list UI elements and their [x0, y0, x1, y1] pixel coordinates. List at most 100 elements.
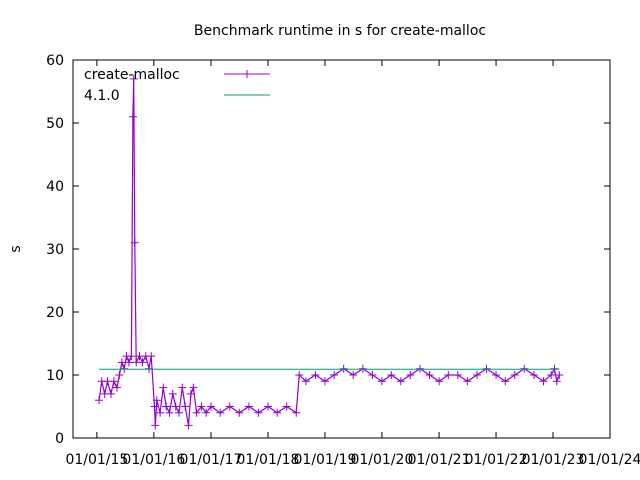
data-point [295, 371, 304, 379]
x-tick-label: 01/01/23 [522, 452, 585, 468]
legend: create-malloc 4.1.0 [84, 67, 270, 104]
series-layer [95, 74, 564, 430]
data-point [396, 377, 405, 386]
data-point [106, 389, 115, 398]
series-line [98, 78, 560, 426]
data-point [435, 377, 444, 386]
x-tick-label: 01/01/20 [350, 452, 413, 468]
data-point [263, 402, 272, 411]
data-point [330, 371, 339, 379]
data-point [192, 408, 201, 417]
data-point [349, 371, 358, 379]
legend-label: 4.1.0 [84, 88, 120, 104]
data-point [539, 377, 548, 386]
data-point [510, 371, 519, 379]
data-point [181, 402, 190, 411]
data-point [501, 377, 510, 386]
data-point [529, 371, 538, 379]
legend-marker [243, 70, 251, 78]
data-point [320, 377, 329, 386]
data-point [151, 421, 160, 430]
data-point [368, 371, 377, 379]
x-tick-label: 01/01/17 [180, 452, 243, 468]
data-point [130, 238, 139, 247]
data-point [555, 371, 564, 379]
data-point [174, 408, 183, 417]
x-tick-label: 01/01/19 [294, 452, 357, 468]
data-point [159, 383, 168, 392]
y-tick-label: 10 [46, 368, 64, 384]
data-point [444, 371, 453, 379]
data-point [244, 402, 253, 411]
data-point [184, 421, 193, 430]
data-point [95, 396, 104, 405]
y-tick-label: 40 [46, 179, 64, 195]
data-point [273, 408, 282, 417]
data-point [520, 364, 529, 373]
y-tick-label: 0 [55, 431, 64, 447]
data-point [168, 389, 177, 398]
data-point [152, 396, 161, 405]
data-point [156, 408, 165, 417]
x-tick-label: 01/01/24 [579, 452, 640, 468]
data-point [128, 112, 137, 121]
data-point [453, 371, 462, 379]
data-point [358, 364, 367, 373]
data-point [120, 364, 129, 373]
legend-label: create-malloc [84, 67, 180, 83]
y-axis-label: s [8, 245, 24, 252]
data-point [186, 389, 195, 398]
data-point [127, 352, 136, 361]
data-point [147, 352, 156, 361]
data-point [145, 364, 154, 373]
y-tick-label: 30 [46, 242, 64, 258]
data-point [138, 358, 147, 367]
data-point [550, 364, 559, 373]
data-point [124, 358, 133, 367]
data-point [109, 377, 118, 386]
data-point [416, 364, 425, 373]
data-point [292, 408, 301, 417]
data-point [463, 377, 472, 386]
data-point [115, 371, 124, 379]
x-tick-label: 01/01/22 [465, 452, 528, 468]
chart-title: Benchmark runtime in s for create-malloc [194, 23, 486, 39]
data-point [178, 383, 187, 392]
x-tick-label: 01/01/16 [122, 452, 185, 468]
data-point [197, 402, 206, 411]
data-point [377, 377, 386, 386]
data-point [406, 371, 415, 379]
data-point [162, 402, 171, 411]
x-axis: 01/01/1501/01/1601/01/1701/01/1801/01/19… [65, 60, 640, 468]
data-point [117, 358, 126, 367]
y-tick-label: 20 [46, 305, 64, 321]
data-point [547, 371, 556, 379]
data-point [472, 371, 481, 379]
data-point [311, 371, 320, 379]
data-point [387, 371, 396, 379]
data-point [301, 377, 310, 386]
data-point [225, 402, 234, 411]
data-point [202, 408, 211, 417]
data-point [482, 364, 491, 373]
y-tick-label: 60 [46, 53, 64, 69]
data-point [206, 402, 215, 411]
data-point [552, 377, 561, 386]
data-point [216, 408, 225, 417]
y-tick-label: 50 [46, 116, 64, 132]
data-point [425, 371, 434, 379]
x-tick-label: 01/01/18 [237, 452, 300, 468]
data-point [282, 402, 291, 411]
data-point [189, 383, 198, 392]
data-point [165, 408, 174, 417]
plot-frame [72, 59, 611, 439]
y-axis: 0 10 20 30 40 50 60 [46, 53, 610, 447]
x-tick-label: 01/01/21 [408, 452, 471, 468]
data-point [254, 408, 263, 417]
x-tick-label: 01/01/15 [65, 452, 128, 468]
series-create-malloc [95, 74, 564, 430]
data-point [492, 371, 501, 379]
data-point [129, 74, 138, 83]
data-point [113, 383, 122, 392]
